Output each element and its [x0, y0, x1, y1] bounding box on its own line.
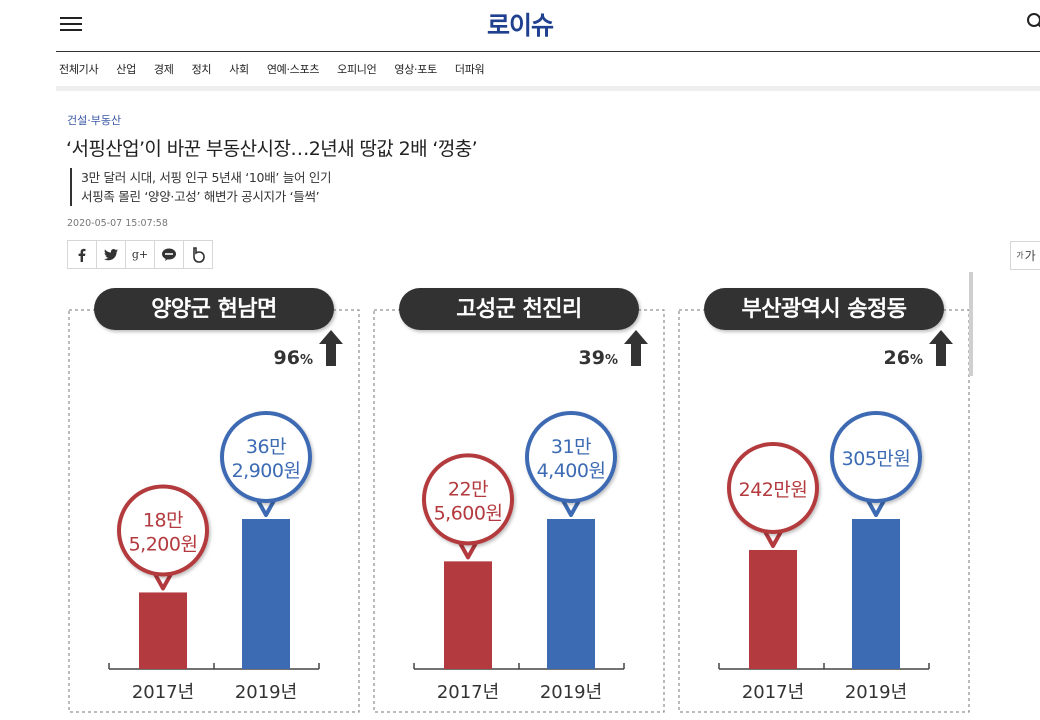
nav-item-all[interactable]: 전체기사 [59, 63, 99, 76]
x-tick-label: 2019년 [235, 682, 297, 703]
chart-title: 부산광역시 송정동 [741, 297, 906, 322]
data-label: 2,900원 [232, 460, 301, 482]
x-tick-label: 2017년 [742, 682, 804, 703]
header-divider [56, 51, 1040, 52]
data-label: 242만원 [739, 479, 808, 501]
chart-title: 고성군 천진리 [456, 297, 582, 322]
title-pill [94, 288, 334, 330]
scrollbar[interactable] [969, 272, 973, 376]
x-tick-label: 2017년 [132, 682, 194, 703]
value-bubble: 305만원 [830, 411, 922, 517]
subhead-line: 서핑족 몰린 ‘양양·고성’ 해변가 공시지가 ‘들썩’ [81, 189, 320, 204]
bar [444, 561, 492, 669]
search-icon[interactable] [1026, 12, 1040, 32]
article-category[interactable]: 건설·부동산 [67, 114, 122, 127]
site-logo[interactable]: 로이슈 [486, 11, 554, 40]
title-pill [399, 288, 639, 330]
data-label: 5,600원 [434, 502, 503, 524]
bubble-circle [525, 411, 617, 503]
bubble-circle [727, 441, 819, 534]
bubble-circle [830, 411, 922, 503]
nav-item-thepower[interactable]: 더파워 [454, 63, 485, 76]
x-tick-label: 2017년 [437, 682, 499, 703]
data-label: 22만 [448, 478, 488, 500]
change-percent: 39% [579, 347, 618, 369]
article-headline: ‘서핑산업’이 바꾼 부동산시장…2년새 땅값 2배 ‘껑충’ [66, 138, 478, 160]
menu-icon[interactable] [60, 14, 82, 34]
bubble-circle [117, 484, 209, 577]
bar [242, 519, 290, 669]
google-plus-label: g+ [131, 248, 149, 261]
article-subheads: 3만 달러 시대, 서핑 인구 5년새 ‘10배’ 늘어 인기 서핑족 몰린 ‘… [70, 168, 332, 206]
panel-frame [678, 309, 970, 713]
bar [749, 549, 797, 669]
chart-title: 양양군 현남면 [151, 297, 277, 322]
panel-frame [373, 309, 665, 713]
nav-item-entertainment-sports[interactable]: 연예·스포츠 [266, 63, 320, 76]
value-bubble: 242만원 [727, 441, 819, 548]
up-arrow-icon [319, 330, 343, 366]
up-arrow-icon [624, 330, 648, 366]
nav-item-industry[interactable]: 산업 [116, 63, 136, 76]
x-tick-label: 2019년 [540, 682, 602, 703]
data-label: 5,200원 [129, 533, 198, 555]
change-percent: 96% [274, 347, 313, 369]
bar [852, 519, 900, 669]
google-plus-icon[interactable]: g+ [125, 240, 155, 269]
bubble-circle [220, 411, 312, 503]
nav-item-economy[interactable]: 경제 [153, 63, 174, 76]
panel-frame [68, 309, 360, 713]
bar [547, 519, 595, 669]
chart-panel: 부산광역시 송정동 26% 2017년 242만원 2019년 305만원 [678, 288, 970, 713]
nav-item-politics[interactable]: 정치 [191, 63, 212, 76]
main-nav: 전체기사 산업 경제 정치 사회 연예·스포츠 오피니언 영상·포토 더파워 [59, 61, 502, 79]
bubble-circle [422, 453, 514, 546]
data-label: 18만 [143, 509, 183, 531]
x-tick-label: 2019년 [845, 682, 907, 703]
bar [139, 592, 187, 669]
twitter-icon[interactable] [96, 240, 126, 269]
band-icon[interactable] [183, 240, 213, 269]
up-arrow-icon [929, 330, 953, 366]
subhead-line: 3만 달러 시대, 서핑 인구 5년새 ‘10배’ 늘어 인기 [81, 170, 332, 185]
kakaotalk-icon[interactable] [154, 240, 184, 269]
nav-divider [56, 86, 1040, 91]
font-size-small: 가 [1016, 251, 1024, 260]
data-label: 31만 [551, 436, 591, 458]
nav-item-opinion[interactable]: 오피니언 [337, 63, 377, 76]
change-percent: 26% [884, 347, 923, 369]
article-date: 2020-05-07 15:07:58 [67, 218, 168, 229]
title-pill [704, 288, 944, 330]
nav-item-video-photo[interactable]: 영상·포토 [394, 63, 437, 76]
data-label: 36만 [246, 436, 286, 458]
nav-item-society[interactable]: 사회 [229, 63, 249, 76]
font-size-large: 가 [1024, 249, 1036, 263]
facebook-icon[interactable] [67, 240, 97, 269]
share-buttons: g+ [67, 240, 213, 269]
data-label: 305만원 [842, 448, 911, 470]
data-label: 4,400원 [537, 460, 606, 482]
site-header: 로이슈 [0, 0, 1040, 52]
